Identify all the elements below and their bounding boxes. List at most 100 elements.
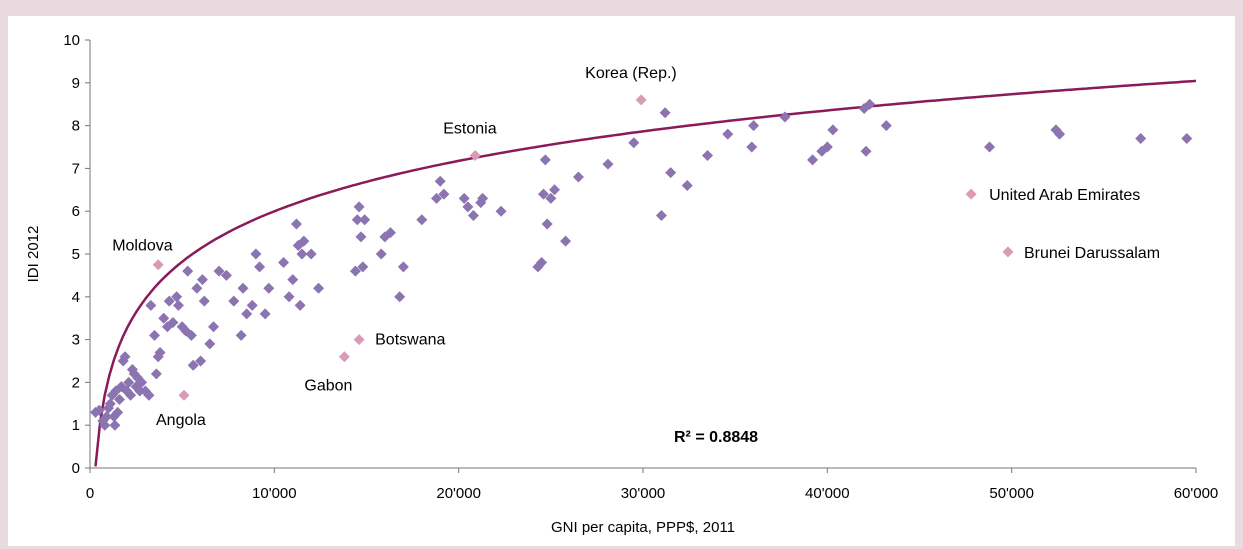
data-point [537, 188, 549, 200]
data-point [191, 282, 203, 294]
data-point [235, 329, 247, 341]
trendline [94, 79, 1197, 467]
data-point [359, 214, 371, 226]
data-point [250, 248, 262, 260]
data-point [462, 201, 474, 213]
data-point [434, 175, 446, 187]
data-point [93, 404, 105, 416]
data-point [1135, 132, 1147, 144]
y-tick-label: 2 [72, 374, 80, 391]
data-point [864, 98, 876, 110]
data-point [213, 265, 225, 277]
x-tick-label: 0 [86, 485, 94, 502]
data-point [195, 355, 207, 367]
data-point [241, 308, 253, 320]
trendline-group: R² = 0.8848 [94, 79, 1197, 467]
data-point [259, 308, 271, 320]
data-point [984, 141, 996, 153]
highlighted-point [1002, 246, 1014, 258]
data-point [659, 107, 671, 119]
data-point [158, 312, 170, 324]
data-point [560, 235, 572, 247]
data-point [355, 231, 367, 243]
data-point [602, 158, 614, 170]
labels: Moldova Angola Gabon Botswana Estonia Korea (… [112, 65, 1160, 429]
data-point [572, 171, 584, 183]
data-point [185, 329, 197, 341]
y-tick-label: 3 [72, 332, 80, 349]
data-point [628, 137, 640, 149]
data-point [431, 192, 443, 204]
data-point [171, 291, 183, 303]
data-point [541, 218, 553, 230]
data-point [296, 248, 308, 260]
data-point [665, 167, 677, 179]
y-tick-label: 1 [72, 417, 80, 434]
y-axis-title: IDI 2012 [25, 226, 42, 283]
data-point [549, 184, 561, 196]
r-squared-label: R² = 0.8848 [674, 429, 758, 446]
axes: 0 1 2 3 4 5 6 7 8 9 10 0 10'000 20'000 30'000 40'000 50'… [25, 32, 1218, 536]
highlighted-point [353, 334, 365, 346]
data-point [204, 338, 216, 350]
data-point [827, 124, 839, 136]
data-point [807, 154, 819, 166]
highlighted-point [965, 188, 977, 200]
data-point [294, 299, 306, 311]
x-tick-label: 10'000 [252, 485, 297, 502]
data-point [109, 419, 121, 431]
data-point [182, 265, 194, 277]
data-point [375, 248, 387, 260]
y-tick-label: 9 [72, 75, 80, 92]
data-point [545, 192, 557, 204]
point-annotation: Gabon [304, 378, 352, 395]
y-tick-label: 6 [72, 203, 80, 220]
data-point [353, 201, 365, 213]
x-tick-label: 20'000 [436, 485, 481, 502]
data-point [495, 205, 507, 217]
x-tick-label: 50'000 [989, 485, 1034, 502]
data-point [163, 295, 175, 307]
data-point [821, 141, 833, 153]
data-point [134, 385, 146, 397]
highlighted-point [178, 389, 190, 401]
highlighted-point [469, 150, 481, 162]
data-point [254, 261, 266, 273]
data-point [278, 257, 290, 269]
x-tick-label: 40'000 [805, 485, 850, 502]
data-point [196, 274, 208, 286]
point-annotation: Brunei Darussalam [1024, 245, 1160, 262]
data-point [112, 406, 124, 418]
data-point [438, 188, 450, 200]
data-point [104, 398, 116, 410]
data-point [246, 299, 258, 311]
data-point [150, 368, 162, 380]
data-point [1181, 132, 1193, 144]
data-point [681, 180, 693, 192]
data-point [394, 291, 406, 303]
y-tick-label: 8 [72, 118, 80, 135]
data-point [119, 351, 131, 363]
data-point [416, 214, 428, 226]
data-point [748, 120, 760, 132]
data-point [467, 209, 479, 221]
data-point [263, 282, 275, 294]
y-tick-label: 4 [72, 289, 80, 306]
scatter-chart: 0 1 2 3 4 5 6 7 8 9 10 0 10'000 20'000 30'000 40'000 50'… [25, 32, 1218, 536]
y-tick-label: 0 [72, 460, 80, 477]
data-point [287, 274, 299, 286]
data-point [143, 389, 155, 401]
data-point [172, 299, 184, 311]
data-point [1050, 124, 1062, 136]
data-point [655, 209, 667, 221]
data-point [283, 291, 295, 303]
x-axis-title: GNI per capita, PPP$, 2011 [551, 519, 735, 536]
x-tick-label: 30'000 [621, 485, 666, 502]
data-points [90, 94, 1193, 431]
data-point [357, 261, 369, 273]
data-point [123, 376, 135, 388]
point-annotation: Moldova [112, 238, 173, 255]
data-point [154, 346, 166, 358]
data-point [290, 218, 302, 230]
data-point [351, 214, 363, 226]
